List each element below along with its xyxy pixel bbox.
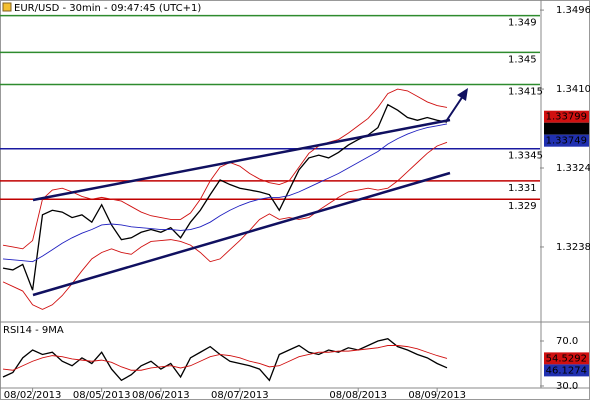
price-tag-label: 1.33799: [546, 112, 587, 123]
price-tag: [544, 122, 589, 135]
arrow: [446, 95, 464, 121]
level-label: 1.329: [508, 201, 537, 212]
y-tick-label: 30.0: [556, 381, 578, 392]
series-line: [2, 345, 448, 371]
level-label: 1.331: [508, 183, 537, 194]
x-tick-label: 08/07/2013: [211, 390, 269, 400]
price-tag: [544, 352, 589, 365]
y-tick-label: 1.3410: [556, 84, 590, 95]
x-tick-label: 08/05/2013: [73, 390, 131, 400]
series-line: [2, 338, 448, 382]
price-tag-label: 54.5292: [546, 353, 587, 364]
x-tick-label: 08/06/2013: [132, 390, 190, 400]
price-tag: [544, 110, 589, 123]
x-tick-label: 08/02/2013: [4, 390, 62, 400]
series-line: [2, 141, 448, 310]
series-line: [2, 103, 448, 291]
y-tick-label: 1.3324: [556, 163, 590, 174]
price-tag-label: 46.1274: [546, 365, 587, 376]
y-tick-label: 1.3496: [556, 5, 590, 16]
series-line: [2, 123, 448, 263]
price-panel: 1.3238 1.3324 1.3410 1.3496 1.349 1.345 1.3415…: [0, 5, 590, 310]
chart-title: EUR/USD - 30min - 09:47:45 (UTC+1): [14, 3, 201, 14]
price-tag: [544, 134, 589, 147]
y-tick-label: 70.0: [556, 336, 578, 347]
trend-line: [32, 171, 451, 297]
level-label: 1.3345: [508, 151, 543, 162]
icon: [2, 2, 12, 12]
level-label: 1.3415: [508, 86, 543, 97]
level-label: 1.345: [508, 54, 537, 65]
x-tick-label: 08/08/2013: [329, 390, 387, 400]
price-tag: [544, 364, 589, 377]
y-tick-label: 1.3238: [556, 242, 590, 253]
arrow-head: [457, 88, 468, 101]
series-line: [2, 88, 448, 250]
level-label: 1.349: [508, 18, 537, 29]
trend-line: [32, 118, 451, 202]
price-tag-label: 1.33749: [546, 136, 587, 147]
price-tag-label: 1.33759: [546, 124, 587, 135]
x-tick-label: 08/09/2013: [408, 390, 466, 400]
rsi-title: RSI14 - 9MA: [3, 325, 64, 336]
